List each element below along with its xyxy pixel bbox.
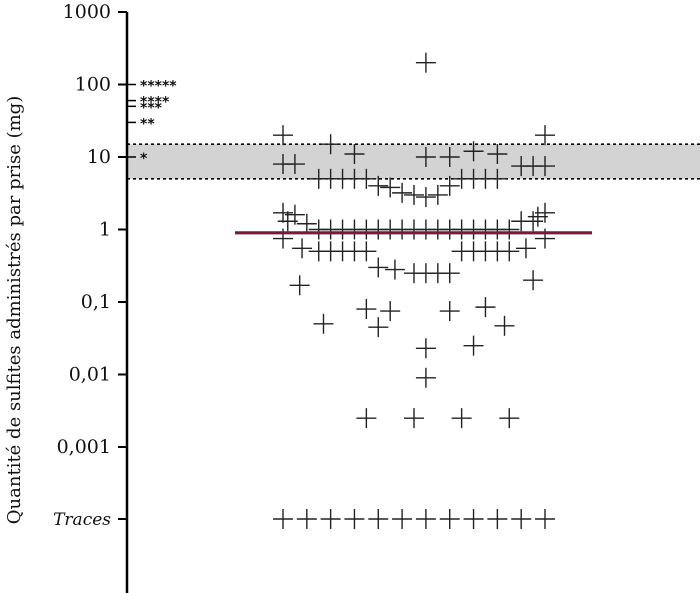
data-point: [515, 238, 536, 259]
data-point: [277, 211, 298, 232]
data-point: [415, 147, 436, 167]
data-point: [368, 257, 389, 278]
significance-marks-layer: ***************: [127, 79, 177, 167]
data-point: [289, 275, 310, 296]
data-point: [320, 134, 341, 155]
significance-stars: ****: [140, 95, 170, 111]
data-point: [344, 509, 365, 529]
data-point: [313, 313, 334, 334]
data-point: [368, 175, 389, 196]
data-point: [273, 125, 293, 146]
data-point: [404, 408, 424, 429]
significance-stars: **: [140, 116, 155, 132]
y-tick-label: 1000: [63, 1, 111, 23]
reference-band-layer: [127, 143, 700, 180]
data-point: [494, 315, 515, 336]
data-point: [273, 509, 293, 529]
data-point: [296, 509, 317, 529]
data-point: [356, 241, 377, 262]
data-point: [475, 297, 496, 318]
y-tick-label: Traces: [53, 510, 111, 530]
data-point: [404, 184, 424, 205]
data-point: [487, 143, 508, 164]
data-point: [356, 408, 377, 429]
data-point: [368, 509, 389, 529]
data-point: [380, 301, 401, 322]
data-point: [527, 206, 548, 227]
data-point: [499, 219, 520, 240]
data-point: [439, 263, 460, 284]
data-point: [511, 509, 532, 529]
data-point: [463, 335, 484, 356]
y-tick-label: 100: [75, 74, 111, 96]
data-point: [523, 270, 544, 291]
data-point: [415, 52, 436, 73]
y-tick-label: 10: [87, 146, 111, 168]
data-point: [415, 367, 436, 388]
data-point: [292, 238, 313, 259]
data-point: [535, 509, 555, 529]
y-axis-label: Quantité de sulfites administrés par pri…: [4, 96, 25, 524]
data-point: [463, 509, 484, 529]
data-point: [439, 301, 460, 322]
data-point: [368, 317, 389, 338]
data-point: [392, 509, 413, 529]
data-point: [463, 141, 484, 162]
data-point: [415, 187, 436, 208]
data-point: [439, 509, 460, 529]
data-point: [384, 259, 405, 280]
y-tick-label: 0,001: [57, 436, 111, 458]
y-tick-label: 0,1: [81, 291, 111, 313]
data-point: [499, 241, 520, 262]
data-point: [487, 168, 508, 189]
data-point: [415, 509, 436, 529]
data-point: [356, 299, 377, 320]
data-point: [499, 408, 520, 429]
y-axis: 1000 100 10 1 0,1 0,01 0,001 Traces: [53, 1, 129, 593]
data-point: [439, 175, 460, 196]
data-points-layer: [273, 52, 555, 529]
data-point: [487, 509, 508, 529]
data-point: [451, 408, 472, 429]
data-point: [320, 509, 341, 529]
data-point: [273, 202, 293, 223]
data-point: [439, 147, 460, 167]
y-tick-label: 1: [99, 219, 111, 241]
data-point: [356, 168, 377, 189]
data-point: [284, 154, 305, 175]
significance-stars: *****: [140, 79, 177, 95]
data-point: [296, 213, 317, 234]
data-point: [427, 184, 448, 205]
data-point: [415, 338, 436, 359]
reference-band: [127, 144, 700, 179]
significance-stars: ***: [140, 100, 163, 116]
data-point: [380, 177, 401, 198]
data-point: [535, 156, 555, 177]
significance-stars: *: [140, 151, 148, 167]
data-point: [523, 211, 544, 232]
data-point: [392, 182, 413, 203]
y-tick-label: 0,01: [69, 364, 111, 386]
data-point: [344, 143, 365, 164]
data-point: [535, 125, 555, 146]
